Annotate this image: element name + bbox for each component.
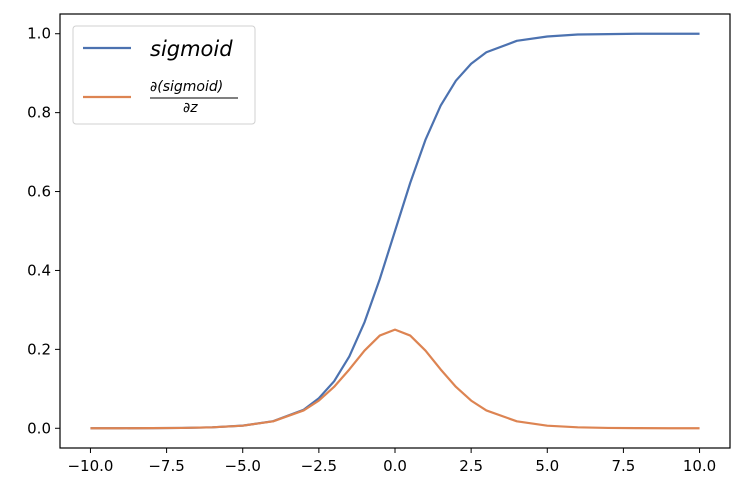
legend-label-derivative-numerator: ∂(sigmoid) bbox=[150, 79, 223, 95]
x-tick-label: 2.5 bbox=[459, 457, 483, 475]
x-tick-label: 0.0 bbox=[383, 457, 407, 475]
x-axis: −10.0 −7.5 −5.0 −2.5 0.0 2.5 5.0 7.5 10.0 bbox=[67, 448, 716, 475]
x-tick-label: −7.5 bbox=[148, 457, 184, 475]
x-tick-label: −10.0 bbox=[67, 457, 113, 475]
x-tick-label: 7.5 bbox=[611, 457, 635, 475]
legend-label-sigmoid: sigmoid bbox=[150, 37, 233, 61]
legend: sigmoid ∂(sigmoid) ∂z bbox=[72, 25, 256, 125]
y-tick-label: 0.8 bbox=[27, 104, 51, 122]
y-axis: 0.0 0.2 0.4 0.6 0.8 1.0 bbox=[27, 25, 60, 437]
y-tick-label: 1.0 bbox=[27, 25, 51, 43]
series-line-derivative bbox=[90, 328, 700, 430]
x-tick-label: 5.0 bbox=[535, 457, 559, 475]
x-tick-label: −5.0 bbox=[225, 457, 261, 475]
series-layer bbox=[90, 32, 700, 430]
legend-box bbox=[72, 25, 256, 125]
y-tick-label: 0.2 bbox=[27, 340, 51, 358]
y-tick-label: 0.0 bbox=[27, 419, 51, 437]
x-tick-label: 10.0 bbox=[683, 457, 716, 475]
y-tick-label: 0.4 bbox=[27, 261, 51, 279]
legend-label-derivative-denominator: ∂z bbox=[183, 100, 198, 116]
y-tick-label: 0.6 bbox=[27, 183, 51, 201]
x-tick-label: −2.5 bbox=[301, 457, 337, 475]
